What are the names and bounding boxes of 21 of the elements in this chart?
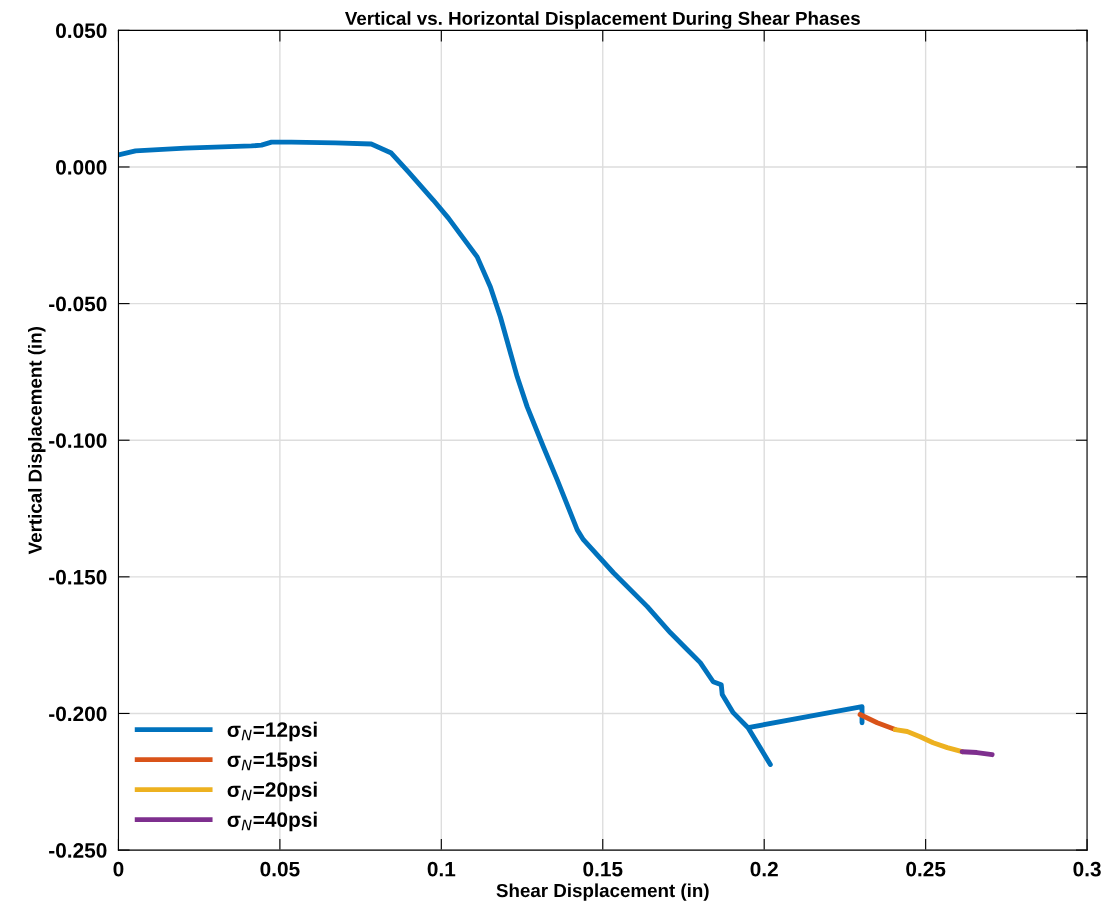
x-tick-label: 0.25 <box>906 861 946 877</box>
y-tick-label: 0.050 <box>56 23 107 39</box>
y-tick-label: -0.150 <box>49 569 107 585</box>
x-tick-label: 0.05 <box>260 861 300 877</box>
legend-label: σ$_{N}$=40psi <box>227 811 317 832</box>
legend-label: σ$_{N}$=20psi <box>227 781 317 802</box>
x-tick-label: 0 <box>113 861 124 877</box>
x-axis-title: Shear Displacement (in) <box>496 883 709 901</box>
x-tick-label: 0.3 <box>1073 861 1101 877</box>
y-tick-label: -0.200 <box>49 706 107 722</box>
chart-title: Vertical vs. Horizontal Displacement During Shear Phases <box>345 11 860 29</box>
x-tick-label: 0.1 <box>427 861 456 877</box>
legend-label: σ$_{N}$=15psi <box>227 751 317 772</box>
y-tick-label: -0.250 <box>49 843 107 858</box>
legend-label: σ$_{N}$=12psi <box>227 721 317 742</box>
y-tick-label: -0.050 <box>49 296 107 312</box>
y-tick-label: 0.000 <box>56 159 107 175</box>
x-tick-label: 0.2 <box>750 861 778 877</box>
x-tick-label: 0.15 <box>583 861 623 877</box>
y-axis-title: Vertical Displacement (in) <box>28 327 46 555</box>
y-tick-label: -0.100 <box>49 433 107 448</box>
